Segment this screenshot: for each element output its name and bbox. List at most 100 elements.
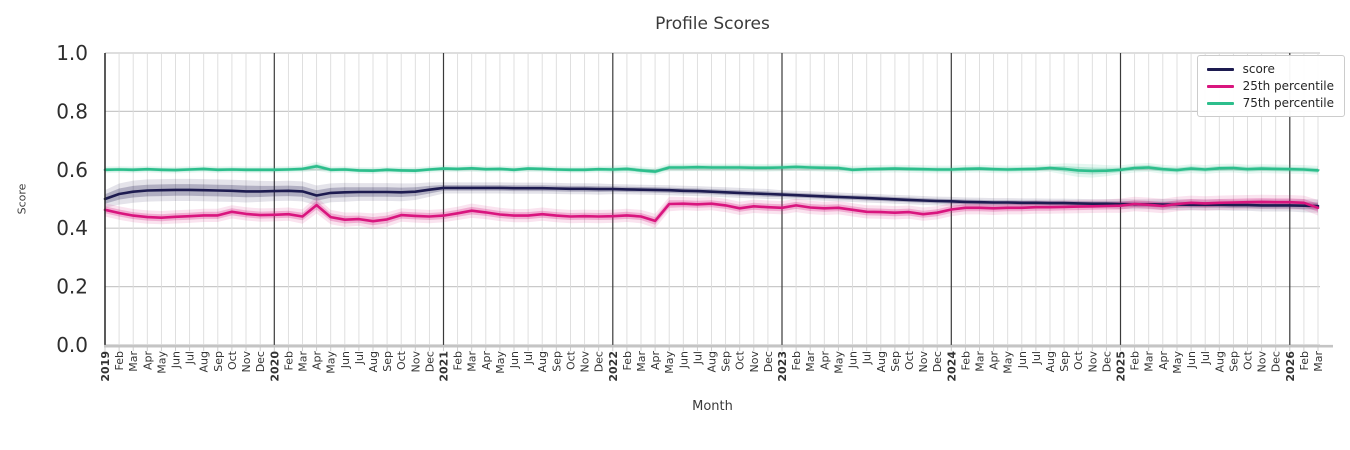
svg-text:Jul: Jul <box>861 351 874 365</box>
svg-text:Apr: Apr <box>480 351 493 371</box>
svg-text:May: May <box>832 351 845 374</box>
svg-text:Mar: Mar <box>1312 351 1325 372</box>
svg-text:May: May <box>155 351 168 374</box>
svg-text:Aug: Aug <box>1213 351 1226 372</box>
svg-text:0.8: 0.8 <box>56 99 88 123</box>
svg-text:Sep: Sep <box>720 351 733 372</box>
svg-text:Aug: Aug <box>367 351 380 372</box>
svg-text:May: May <box>1002 351 1015 374</box>
svg-text:Jun: Jun <box>508 351 521 369</box>
svg-text:2019: 2019 <box>99 351 112 382</box>
svg-text:Mar: Mar <box>297 351 310 372</box>
svg-text:Nov: Nov <box>409 351 422 373</box>
svg-text:Jul: Jul <box>691 351 704 365</box>
svg-text:0.2: 0.2 <box>56 275 88 299</box>
svg-text:Jun: Jun <box>677 351 690 369</box>
svg-text:Oct: Oct <box>395 350 408 370</box>
svg-text:Oct: Oct <box>1072 350 1085 370</box>
svg-text:Apr: Apr <box>1157 351 1170 371</box>
svg-text:0.0: 0.0 <box>56 333 88 357</box>
svg-text:Apr: Apr <box>311 351 324 371</box>
svg-text:Jul: Jul <box>1030 351 1043 365</box>
svg-text:Dec: Dec <box>423 351 436 372</box>
svg-text:Oct: Oct <box>903 350 916 370</box>
svg-text:Sep: Sep <box>212 351 225 372</box>
legend-label: 25th percentile <box>1242 79 1334 93</box>
svg-text:Jun: Jun <box>170 351 183 369</box>
band-75th-percentile <box>105 161 1318 178</box>
svg-text:Jul: Jul <box>353 351 366 365</box>
svg-text:Mar: Mar <box>1143 351 1156 372</box>
x-axis-label: Month <box>692 399 733 414</box>
line-25th-percentile <box>103 200 1320 223</box>
svg-text:Jul: Jul <box>1199 351 1212 365</box>
svg-text:2022: 2022 <box>607 351 620 382</box>
svg-text:2025: 2025 <box>1115 351 1128 382</box>
band-inner-75th-percentile <box>105 164 1318 175</box>
svg-text:Oct: Oct <box>565 350 578 370</box>
svg-text:Sep: Sep <box>550 351 563 372</box>
svg-text:Feb: Feb <box>452 351 465 370</box>
svg-text:Nov: Nov <box>579 351 592 373</box>
svg-text:2023: 2023 <box>776 351 789 382</box>
svg-text:Feb: Feb <box>790 351 803 370</box>
svg-text:2024: 2024 <box>945 351 958 382</box>
legend-item: 25th percentile <box>1206 79 1334 93</box>
legend-line-swatch-75th-percentile <box>1206 101 1234 105</box>
svg-text:Nov: Nov <box>1086 351 1099 373</box>
svg-text:Mar: Mar <box>804 351 817 372</box>
svg-text:2021: 2021 <box>438 351 451 382</box>
svg-text:Jun: Jun <box>1185 351 1198 369</box>
svg-text:1.0: 1.0 <box>56 41 88 65</box>
chart-title: Profile Scores <box>655 14 770 34</box>
svg-text:Dec: Dec <box>1100 351 1113 372</box>
svg-text:Aug: Aug <box>706 351 719 372</box>
svg-text:Aug: Aug <box>875 351 888 372</box>
legend-label: score <box>1242 62 1275 76</box>
svg-text:Feb: Feb <box>282 351 295 370</box>
svg-text:Mar: Mar <box>974 351 987 372</box>
svg-text:2026: 2026 <box>1284 351 1297 382</box>
svg-text:Apr: Apr <box>141 351 154 371</box>
legend-line-swatch-score <box>1206 67 1234 71</box>
svg-text:Feb: Feb <box>959 351 972 370</box>
y-tick-labels: 0.0 0.2 0.4 0.6 0.8 1.0 <box>56 41 88 357</box>
svg-text:Dec: Dec <box>762 351 775 372</box>
legend-label: 75th percentile <box>1242 96 1334 110</box>
svg-text:Apr: Apr <box>649 351 662 371</box>
svg-text:Apr: Apr <box>818 351 831 371</box>
svg-text:Nov: Nov <box>240 351 253 373</box>
svg-text:Sep: Sep <box>1058 351 1071 372</box>
svg-text:Sep: Sep <box>381 351 394 372</box>
svg-text:Aug: Aug <box>198 351 211 372</box>
svg-text:May: May <box>325 351 338 374</box>
legend-item: score <box>1206 62 1334 76</box>
legend-item: 75th percentile <box>1206 96 1334 110</box>
svg-text:May: May <box>1171 351 1184 374</box>
svg-text:Sep: Sep <box>1227 351 1240 372</box>
legend-line-swatch-25th-percentile <box>1206 84 1234 88</box>
svg-text:Feb: Feb <box>621 351 634 370</box>
svg-text:Aug: Aug <box>1044 351 1057 372</box>
line-score <box>103 186 1320 208</box>
svg-text:Mar: Mar <box>635 351 648 372</box>
band-score <box>105 178 1318 213</box>
svg-text:Oct: Oct <box>226 350 239 370</box>
svg-text:Jul: Jul <box>522 351 535 365</box>
svg-text:Mar: Mar <box>466 351 479 372</box>
svg-text:Sep: Sep <box>889 351 902 372</box>
line-75th-percentile <box>103 165 1320 173</box>
svg-text:Oct: Oct <box>734 350 747 370</box>
svg-text:Nov: Nov <box>917 351 930 373</box>
svg-text:Dec: Dec <box>254 351 267 372</box>
svg-text:Mar: Mar <box>127 351 140 372</box>
svg-text:Jun: Jun <box>847 351 860 369</box>
svg-text:0.4: 0.4 <box>56 216 88 240</box>
svg-text:Dec: Dec <box>931 351 944 372</box>
svg-text:Jul: Jul <box>184 351 197 365</box>
legend: score 25th percentile 75th percentile <box>1196 55 1345 117</box>
svg-text:Nov: Nov <box>1256 351 1269 373</box>
svg-text:Feb: Feb <box>1129 351 1142 370</box>
svg-text:Dec: Dec <box>593 351 606 372</box>
